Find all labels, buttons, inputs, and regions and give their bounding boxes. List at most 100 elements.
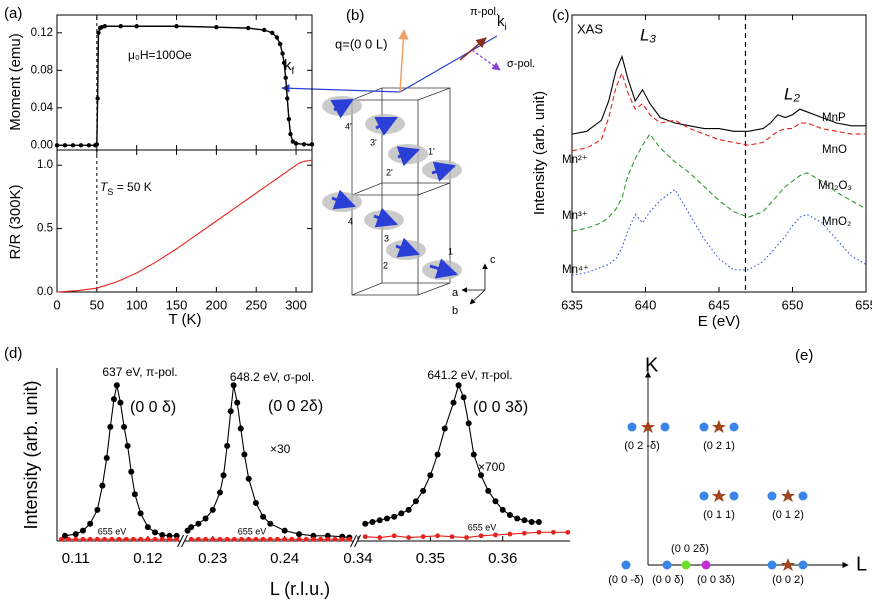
data-point [195, 520, 202, 527]
x-tick-label: 300 [285, 297, 307, 312]
annotation-subscript: S [107, 187, 113, 197]
data-line [571, 188, 867, 276]
data-line [571, 133, 867, 232]
data-point [173, 532, 180, 539]
ki-symbol: k [497, 13, 505, 30]
data-point [441, 425, 448, 432]
y-tick-label: 0.00 [31, 139, 53, 151]
data-point [536, 529, 542, 535]
scale-label: ×30 [270, 442, 291, 456]
axis-label: L [856, 553, 867, 575]
sigma-polarization [471, 49, 501, 71]
annotation: μ₀H=100Oe [128, 48, 192, 62]
y-tick-label: 0.04 [31, 102, 54, 114]
data-point [80, 536, 86, 542]
spin-atom [338, 198, 346, 206]
data-point [275, 536, 280, 542]
data-point [521, 517, 528, 524]
data-point [121, 423, 128, 430]
data-point [434, 451, 441, 458]
x-tick-label: 0.12 [133, 550, 162, 567]
data-point [79, 527, 86, 534]
star [712, 420, 726, 433]
peak-label: (0 0 2δ) [671, 543, 709, 555]
data-point [94, 506, 101, 513]
panel-label: (a) [4, 5, 22, 22]
data-point [274, 35, 280, 40]
site-label: 3 [384, 233, 389, 243]
peak-label: (0 1 1) [703, 509, 735, 521]
spin-atom [438, 166, 446, 174]
data-point [406, 535, 412, 540]
data-point [239, 536, 244, 542]
x-axis-label: E (eV) [698, 313, 741, 330]
data-point [412, 498, 419, 505]
data-point [110, 396, 117, 403]
peak-dot [701, 560, 711, 570]
q-label: q=(0 0 L) [335, 36, 387, 51]
valence-label: Mn⁴⁺ [562, 264, 589, 276]
data-point [95, 96, 100, 101]
plot-frame [56, 149, 313, 293]
data-point [128, 468, 135, 475]
peak-label: (0 0 δ) [130, 399, 176, 416]
x-tick-label: 0.34 [343, 550, 372, 567]
data-point [131, 491, 138, 498]
data-point [174, 24, 179, 29]
data-point [296, 531, 303, 538]
data-point [405, 506, 412, 513]
panel-b [351, 87, 451, 296]
star [641, 420, 655, 433]
data-point [478, 533, 484, 539]
data-point [362, 520, 369, 527]
data-point [253, 536, 259, 542]
data-point [188, 536, 194, 542]
legend-label: Mn₂O₃ [818, 180, 852, 192]
peak-label: (0 0 -δ) [608, 574, 643, 586]
pi-polarization [459, 37, 487, 61]
y-tick-label: 1.0 [37, 159, 53, 171]
data-point [113, 382, 120, 389]
data-point [210, 536, 216, 542]
data-point [369, 518, 376, 525]
data-point [339, 536, 345, 542]
data-point [116, 536, 122, 542]
data-point [102, 536, 107, 542]
data-point [202, 515, 209, 522]
data-point [195, 536, 201, 542]
data-point [217, 536, 223, 542]
ki-label: ki [497, 13, 507, 33]
data-point [522, 530, 527, 536]
axis-label: c [490, 254, 496, 266]
data-point [285, 96, 290, 101]
x-tick-label: 635 [561, 297, 583, 312]
data-point [565, 529, 571, 535]
peak-label: (0 0 3δ) [473, 399, 528, 416]
data-point [241, 451, 248, 458]
data-point [159, 536, 165, 542]
annotation-text: = 50 K [113, 180, 151, 194]
data-point [224, 536, 230, 542]
data-point [277, 41, 283, 47]
data-point [123, 536, 129, 542]
data-point [464, 535, 469, 540]
x-tick-label: 645 [708, 297, 730, 312]
star [712, 489, 726, 502]
data-point [470, 451, 477, 458]
data-point [493, 532, 498, 538]
cell-edges [351, 87, 451, 296]
valence-label: Mn²⁺ [562, 154, 588, 166]
y-tick-label: 0.5 [37, 223, 53, 235]
data-point [137, 510, 144, 517]
peak-label: (0 0 2δ) [268, 398, 323, 415]
data-point [252, 499, 259, 506]
incident-beam [399, 35, 498, 93]
beams [281, 28, 501, 93]
spin-atom [402, 246, 410, 254]
data-point [455, 382, 462, 389]
data-point [282, 536, 288, 542]
peak-dot [621, 560, 631, 570]
data-point [383, 515, 390, 522]
data-point [159, 531, 166, 538]
data-point [460, 394, 467, 401]
